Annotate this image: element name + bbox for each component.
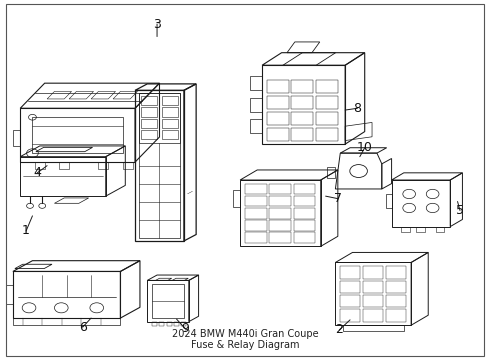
Text: 9: 9: [181, 322, 189, 335]
Text: 5: 5: [456, 204, 464, 217]
Text: 6: 6: [79, 320, 87, 333]
Text: 4: 4: [33, 166, 41, 179]
Text: 2: 2: [335, 323, 343, 336]
Text: 1: 1: [22, 224, 30, 238]
Text: 8: 8: [353, 102, 362, 115]
Text: 7: 7: [334, 192, 342, 205]
Text: 10: 10: [357, 141, 373, 154]
Text: 2024 BMW M440i Gran Coupe
Fuse & Relay Diagram: 2024 BMW M440i Gran Coupe Fuse & Relay D…: [172, 329, 318, 350]
Text: 3: 3: [153, 18, 161, 31]
